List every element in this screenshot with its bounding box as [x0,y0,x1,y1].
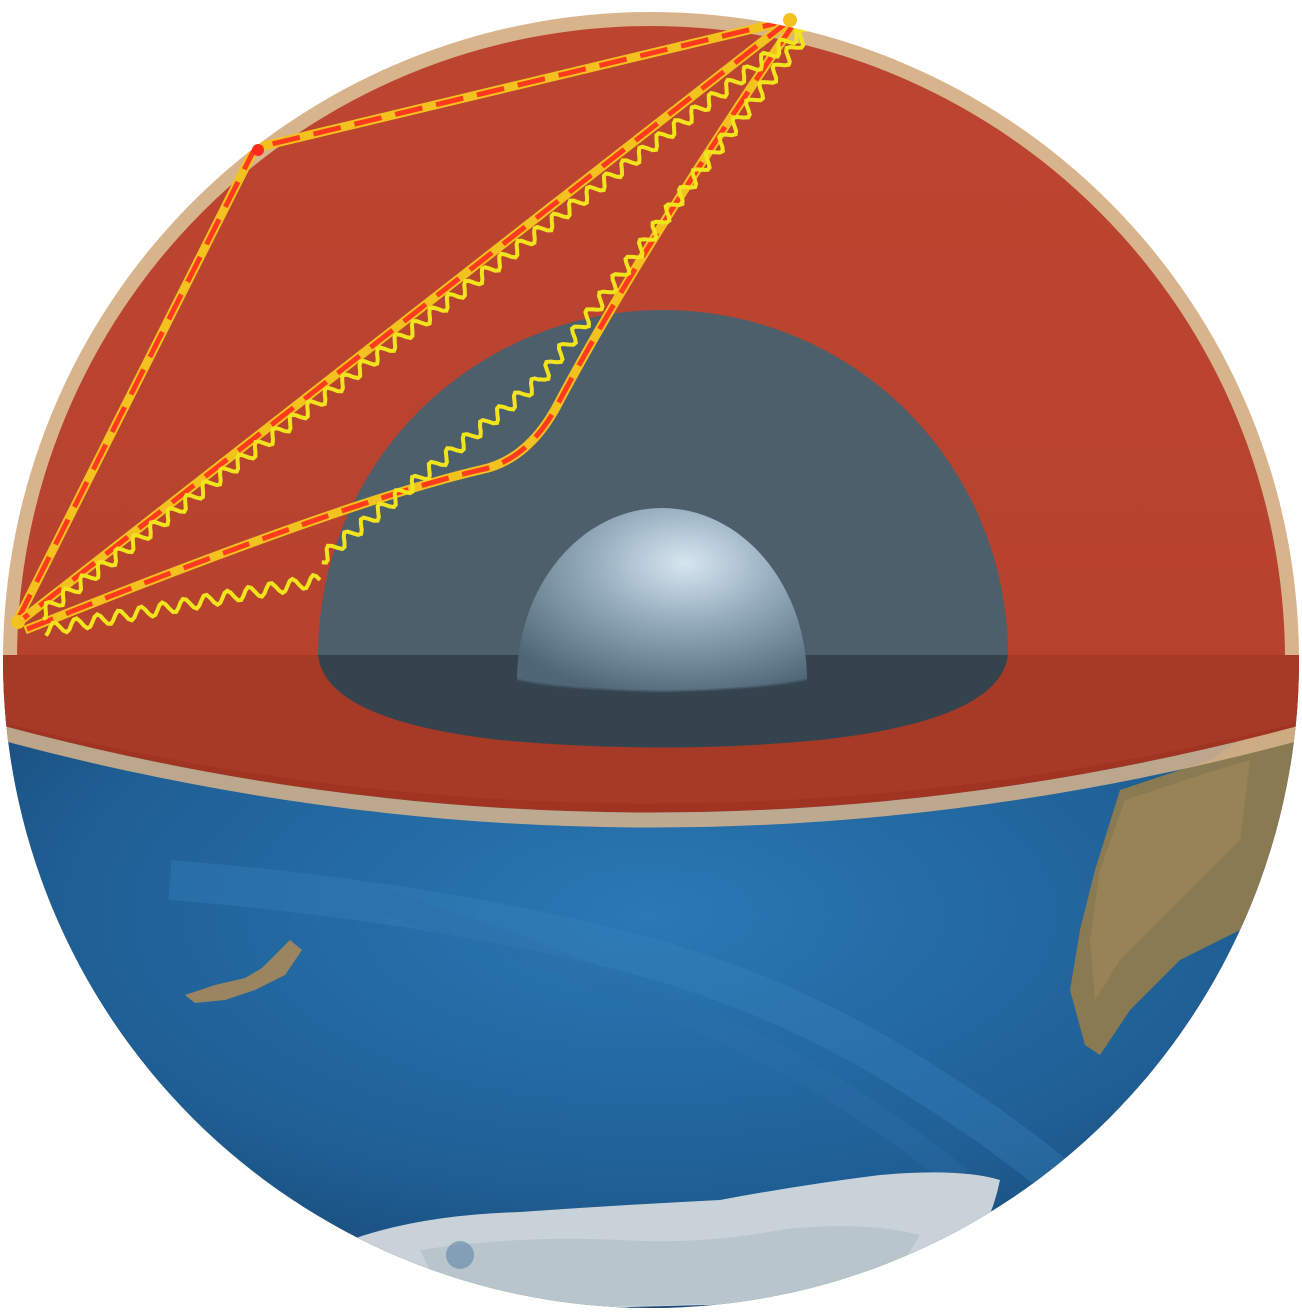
earthquake-focus-marker [783,13,797,27]
earthquake-focus-marker [252,144,264,156]
antarctica-inlet [446,1241,474,1269]
earthquake-focus-marker [11,615,25,629]
